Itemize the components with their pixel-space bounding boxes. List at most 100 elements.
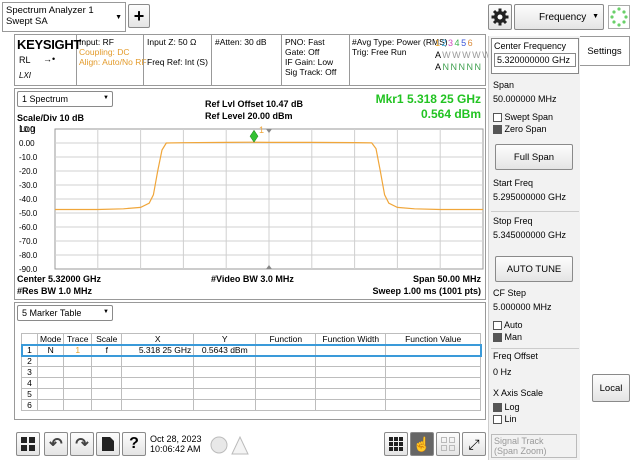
freq-offset-label: Freq Offset — [493, 351, 538, 361]
redo-icon: ↷ — [75, 436, 89, 453]
start-freq-softkey[interactable]: Start Freq 5.295000000 GHz — [491, 176, 579, 212]
add-screen-button[interactable]: + — [128, 4, 150, 28]
x-axis-lin-checkbox[interactable] — [493, 415, 502, 425]
marker-1-diamond[interactable] — [249, 129, 259, 143]
undo-button[interactable]: ↶ — [44, 432, 68, 456]
swept-span-option[interactable]: Swept Span — [493, 112, 553, 123]
help-button[interactable]: ? — [122, 432, 146, 456]
sweep-label: Sweep 1.00 ms (1001 pts) — [372, 286, 481, 296]
column-header: Function Value — [385, 333, 481, 345]
table-row[interactable]: 1 N 1 f 5.318 25 GHz 0.5643 dBm — [20, 343, 482, 357]
x-axis-log-checkbox[interactable] — [493, 403, 502, 413]
frequency-dropdown[interactable]: Frequency ▼ — [514, 4, 604, 30]
span-label-text: Span — [493, 80, 515, 90]
file-icon — [102, 437, 114, 451]
span-softkey[interactable]: Span 50.000000 MHz — [491, 78, 579, 108]
stop-freq-softkey[interactable]: Stop Freq 5.345000000 GHz — [491, 214, 579, 250]
gear-button[interactable] — [488, 4, 512, 30]
rl-label: RL — [19, 55, 31, 65]
trace-type-4: W — [462, 50, 473, 60]
swept-span-checkbox[interactable] — [493, 113, 502, 123]
help-icon: ? — [129, 435, 139, 452]
center-frequency-label: Center Frequency — [494, 41, 567, 51]
trace-1-line — [55, 141, 483, 211]
freq-offset-softkey[interactable]: Freq Offset 0 Hz — [491, 348, 579, 382]
window-selector-spectrum[interactable]: 1 Spectrum ▼ — [17, 91, 113, 107]
cf-man-option[interactable]: Man — [493, 332, 522, 343]
full-span-button[interactable]: Full Span — [495, 144, 573, 170]
zero-span-checkbox[interactable] — [493, 125, 502, 135]
span-value: 50.000000 MHz — [493, 94, 557, 104]
table-row[interactable]: 2 — [21, 355, 481, 367]
row-number: 1 — [21, 344, 38, 356]
cf-step-softkey[interactable]: CF Step 5.000000 MHz — [491, 286, 579, 316]
table-row[interactable]: 5 — [21, 388, 481, 400]
y-tick-label: -70.0 — [19, 237, 38, 246]
x-axis-log-option[interactable]: Log — [493, 402, 520, 413]
pno-label: PNO: Fast — [285, 37, 325, 47]
trace-indicator[interactable]: 123456 AWWWWW ANNNNN — [435, 37, 491, 73]
row-number: 5 — [21, 388, 38, 400]
softkey-panel: Center Frequency 5.320000000 GHz Span 50… — [488, 36, 580, 460]
x-axis-lin-option[interactable]: Lin — [493, 414, 517, 425]
column-header: Function Width — [315, 333, 387, 345]
trace-det-6: N — [474, 62, 483, 72]
settings-tab[interactable]: Settings — [580, 36, 630, 66]
file-button[interactable] — [96, 432, 120, 456]
auto-tune-button[interactable]: AUTO TUNE — [495, 256, 573, 282]
cf-man-checkbox[interactable] — [493, 333, 502, 343]
x-axis-scale-softkey[interactable]: X Axis Scale — [491, 388, 579, 400]
trace-det-1: A — [435, 62, 443, 72]
mode-line2: Swept SA — [6, 16, 48, 27]
grid-dots-icon — [389, 437, 403, 451]
cf-auto-checkbox[interactable] — [493, 321, 502, 331]
spectrum-window[interactable]: 1 Spectrum ▼ Scale/Div 10 dB Log Ref Lvl… — [14, 88, 486, 300]
local-button[interactable]: Local — [592, 374, 630, 402]
cell-y: 0.5643 dBm — [193, 344, 257, 356]
frequency-dropdown-label: Frequency — [539, 11, 587, 23]
redo-button[interactable]: ↷ — [70, 432, 94, 456]
x-axis-lin-label: Lin — [504, 414, 517, 424]
table-row[interactable]: 4 — [21, 377, 481, 389]
mode-selector[interactable]: Spectrum Analyzer 1 Swept SA ▼ — [2, 2, 126, 32]
cell-x: 5.318 25 GHz — [121, 344, 195, 356]
column-header: Y — [193, 333, 257, 345]
table-header-row: Mode Trace Scale X Y Function Function W… — [21, 333, 481, 345]
table-row[interactable]: 6 — [21, 399, 481, 411]
grid-layout-button[interactable] — [384, 432, 408, 456]
cf-auto-option[interactable]: Auto — [493, 320, 523, 331]
y-tick-label: -10.0 — [19, 153, 38, 162]
column-header: X — [121, 333, 195, 345]
cf-auto-label: Auto — [504, 320, 523, 330]
expand-icon: ⤢ — [468, 435, 480, 452]
zero-span-option[interactable]: Zero Span — [493, 124, 547, 135]
touch-button[interactable]: ☝ — [410, 432, 434, 456]
spectrum-plot[interactable]: 10.0 0.00 -10.0 -20.0 -30.0 -40.0 -50.0 -60.0 -7… — [15, 125, 485, 273]
undo-icon: ↶ — [49, 436, 63, 453]
auto-tune-label: AUTO TUNE — [506, 263, 562, 275]
fullscreen-button[interactable]: ⤢ — [462, 432, 486, 456]
marker-table[interactable]: Mode Trace Scale X Y Function Function W… — [20, 333, 482, 411]
window-selector-marker-table[interactable]: 5 Marker Table ▼ — [17, 305, 113, 321]
local-button-label: Local — [599, 382, 623, 394]
center-marker-icon — [266, 265, 272, 269]
busy-indicator[interactable] — [608, 5, 630, 29]
freq-offset-value: 0 Hz — [493, 367, 512, 377]
multi-window-button[interactable] — [436, 432, 460, 456]
table-row[interactable]: 3 — [21, 366, 481, 378]
center-freq-label: Center 5.32000 GHz — [17, 274, 102, 284]
log-label: Log — [19, 124, 36, 135]
marker-table-window[interactable]: 5 Marker Table ▼ Mode Trace Scale X Y Fu… — [14, 302, 486, 420]
windows-start-button[interactable] — [16, 432, 40, 456]
zero-span-label: Zero Span — [504, 124, 547, 134]
center-frequency-softkey[interactable]: Center Frequency 5.320000000 GHz — [491, 38, 579, 74]
align-label: Align: Auto/No RF — [79, 57, 147, 67]
signal-track-softkey[interactable]: Signal Track (Span Zoom) — [491, 434, 577, 458]
status-strip: KEYSIGHT RL →• LXI Input: RF Coupling: D… — [14, 34, 491, 86]
center-marker-icon — [266, 129, 272, 133]
trace-num-2: 2 — [441, 38, 449, 48]
trig-label: Trig: Free Run — [352, 47, 407, 57]
y-tick-label: -50.0 — [19, 209, 38, 218]
center-frequency-input[interactable]: 5.320000000 GHz — [494, 53, 576, 67]
trace-det-3: N — [450, 62, 459, 72]
